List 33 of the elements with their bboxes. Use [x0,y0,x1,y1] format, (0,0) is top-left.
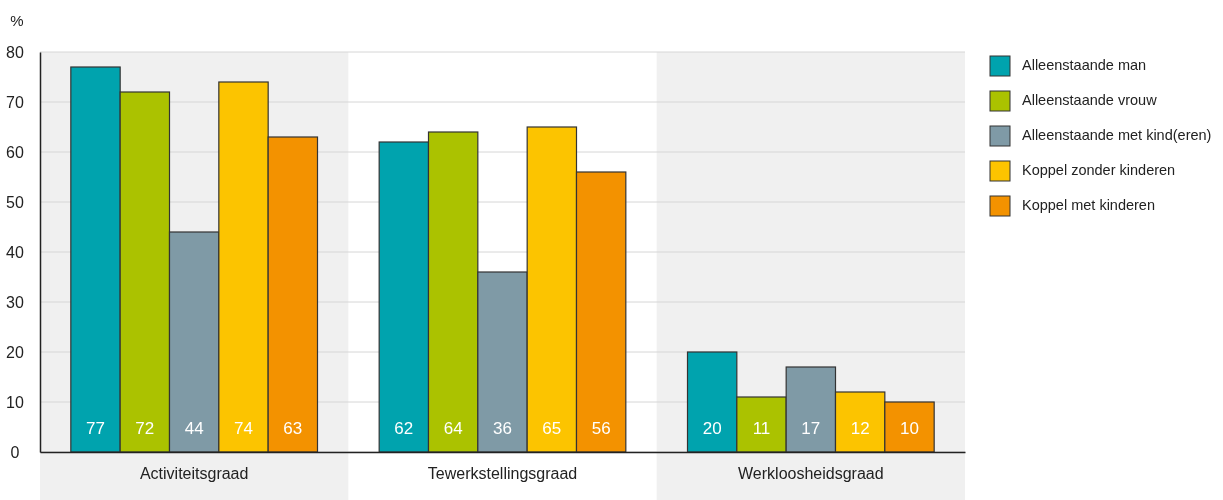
data-label: 65 [542,419,562,439]
data-label: 20 [702,419,722,439]
x-tick-label: Tewerkstellingsgraad [427,465,578,483]
y-tick-label: 70 [6,93,24,111]
data-label: 11 [752,419,771,439]
legend-label: Alleenstaande man [1022,56,1147,73]
y-tick-label: 40 [6,243,24,261]
data-label: 72 [135,419,155,439]
data-label: 17 [801,419,821,439]
y-tick-label: 0 [10,443,20,461]
legend-label: Alleenstaande vrouw [1022,91,1158,108]
y-axis-title: % [10,11,24,29]
y-tick-label: 30 [6,293,24,311]
data-label: 74 [234,419,253,439]
legend-label: Koppel zonder kinderen [1022,161,1176,178]
y-tick-label: 20 [6,343,24,361]
x-tick-label: Werkloosheidsgraad [738,465,884,483]
data-label: 12 [850,419,870,439]
y-tick-label: 60 [6,143,24,161]
data-label: 77 [86,419,105,439]
y-tick-label: 10 [6,393,24,411]
data-label: 63 [283,419,303,439]
y-tick-label: 50 [6,193,24,211]
data-label: 44 [184,419,204,439]
data-label: 56 [591,419,611,439]
x-tick-label: Activiteitsgraad [139,465,249,483]
legend-label: Alleenstaande met kind(eren) [1022,126,1212,143]
legend-label: Koppel met kinderen [1022,196,1155,213]
data-label: 64 [443,419,463,439]
data-label: 36 [493,419,512,439]
data-label: 10 [900,419,919,439]
data-label: 62 [394,419,414,439]
y-tick-label: 80 [6,43,24,61]
